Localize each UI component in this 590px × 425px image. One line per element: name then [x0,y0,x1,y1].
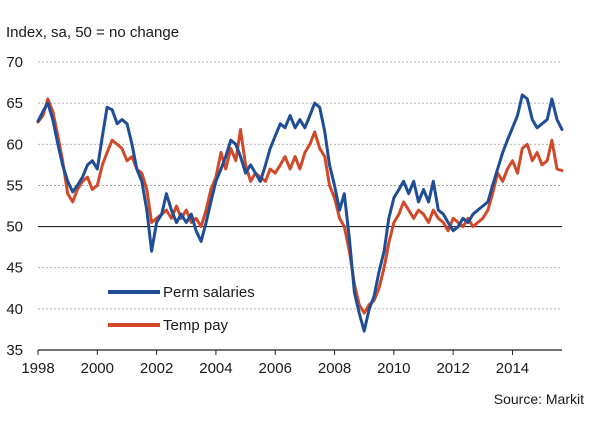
legend-label-perm-salaries: Perm salaries [163,284,255,301]
y-tick-label-40: 40 [6,301,23,318]
y-tick-label-50: 50 [6,219,23,236]
x-tick-label-2012: 2012 [436,360,469,377]
y-axis-ticks: 35 40 45 50 55 60 65 70 [6,54,23,359]
y-tick-label-35: 35 [6,342,23,359]
series-lines [36,93,564,333]
y-tick-label-45: 45 [6,260,23,277]
x-axis-ticks: 1998 2000 2002 2004 2006 2008 2010 2012 2014 [21,350,529,377]
legend-label-temp-pay: Temp pay [163,317,229,334]
y-tick-label-60: 60 [6,136,23,153]
y-tick-label-70: 70 [6,54,23,71]
y-tick-label-55: 55 [6,177,23,194]
source-note: Source: Markit [494,391,584,407]
x-tick-label-2010: 2010 [377,360,410,377]
y-tick-label-65: 65 [6,95,23,112]
x-tick-label-2000: 2000 [81,360,114,377]
y-axis-title: Index, sa, 50 = no change [6,24,179,41]
x-tick-label-2014: 2014 [496,360,529,377]
x-tick-label-1998: 1998 [21,360,54,377]
x-tick-label-2002: 2002 [140,360,173,377]
x-tick-label-2004: 2004 [199,360,232,377]
legend: Perm salaries Temp pay [108,284,255,334]
series-line-perm-salaries [36,93,564,333]
gridlines [38,61,562,310]
series-line-temp-pay [36,97,564,315]
x-tick-label-2008: 2008 [318,360,351,377]
x-tick-label-2006: 2006 [259,360,292,377]
